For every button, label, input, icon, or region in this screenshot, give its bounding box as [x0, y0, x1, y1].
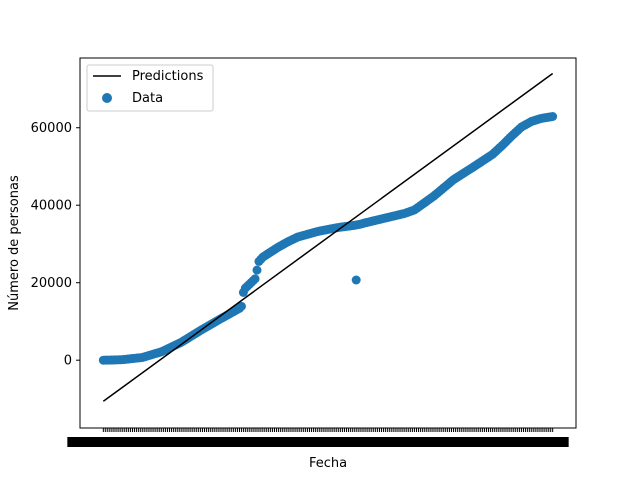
legend-data-label: Data — [132, 91, 163, 106]
plot-area — [80, 58, 576, 428]
plot-frame — [79, 57, 577, 429]
data-point — [236, 301, 246, 311]
y-tick-label: 0 — [64, 354, 72, 369]
y-tick-label: 60000 — [31, 121, 72, 136]
data-point — [351, 275, 361, 285]
y-tick-label: 20000 — [31, 276, 72, 291]
data-point — [250, 274, 260, 284]
legend: Predictions Data — [86, 64, 214, 112]
x-axis-ticks — [67, 428, 569, 447]
legend-predictions-label: Predictions — [132, 69, 204, 84]
predictions-line — [102, 72, 554, 402]
data-point — [252, 265, 262, 275]
legend-data-swatch — [102, 93, 112, 103]
data-point — [548, 112, 558, 121]
x-axis-title: Fecha — [309, 456, 347, 471]
y-axis-ticks: 0 20000 40000 60000 — [31, 121, 80, 369]
data-layer — [98, 72, 558, 402]
x-tick-labels-overlapping — [67, 437, 569, 447]
y-axis-title: Número de personas — [7, 175, 22, 311]
y-tick-label: 40000 — [31, 199, 72, 214]
